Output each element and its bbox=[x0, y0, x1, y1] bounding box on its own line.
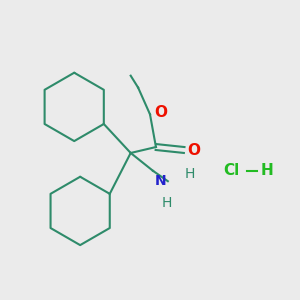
Text: N: N bbox=[155, 174, 166, 188]
Text: O: O bbox=[154, 105, 167, 120]
Text: H: H bbox=[161, 196, 172, 210]
Text: O: O bbox=[188, 142, 201, 158]
Text: H: H bbox=[184, 167, 195, 181]
Text: Cl: Cl bbox=[224, 163, 240, 178]
Text: H: H bbox=[261, 163, 274, 178]
